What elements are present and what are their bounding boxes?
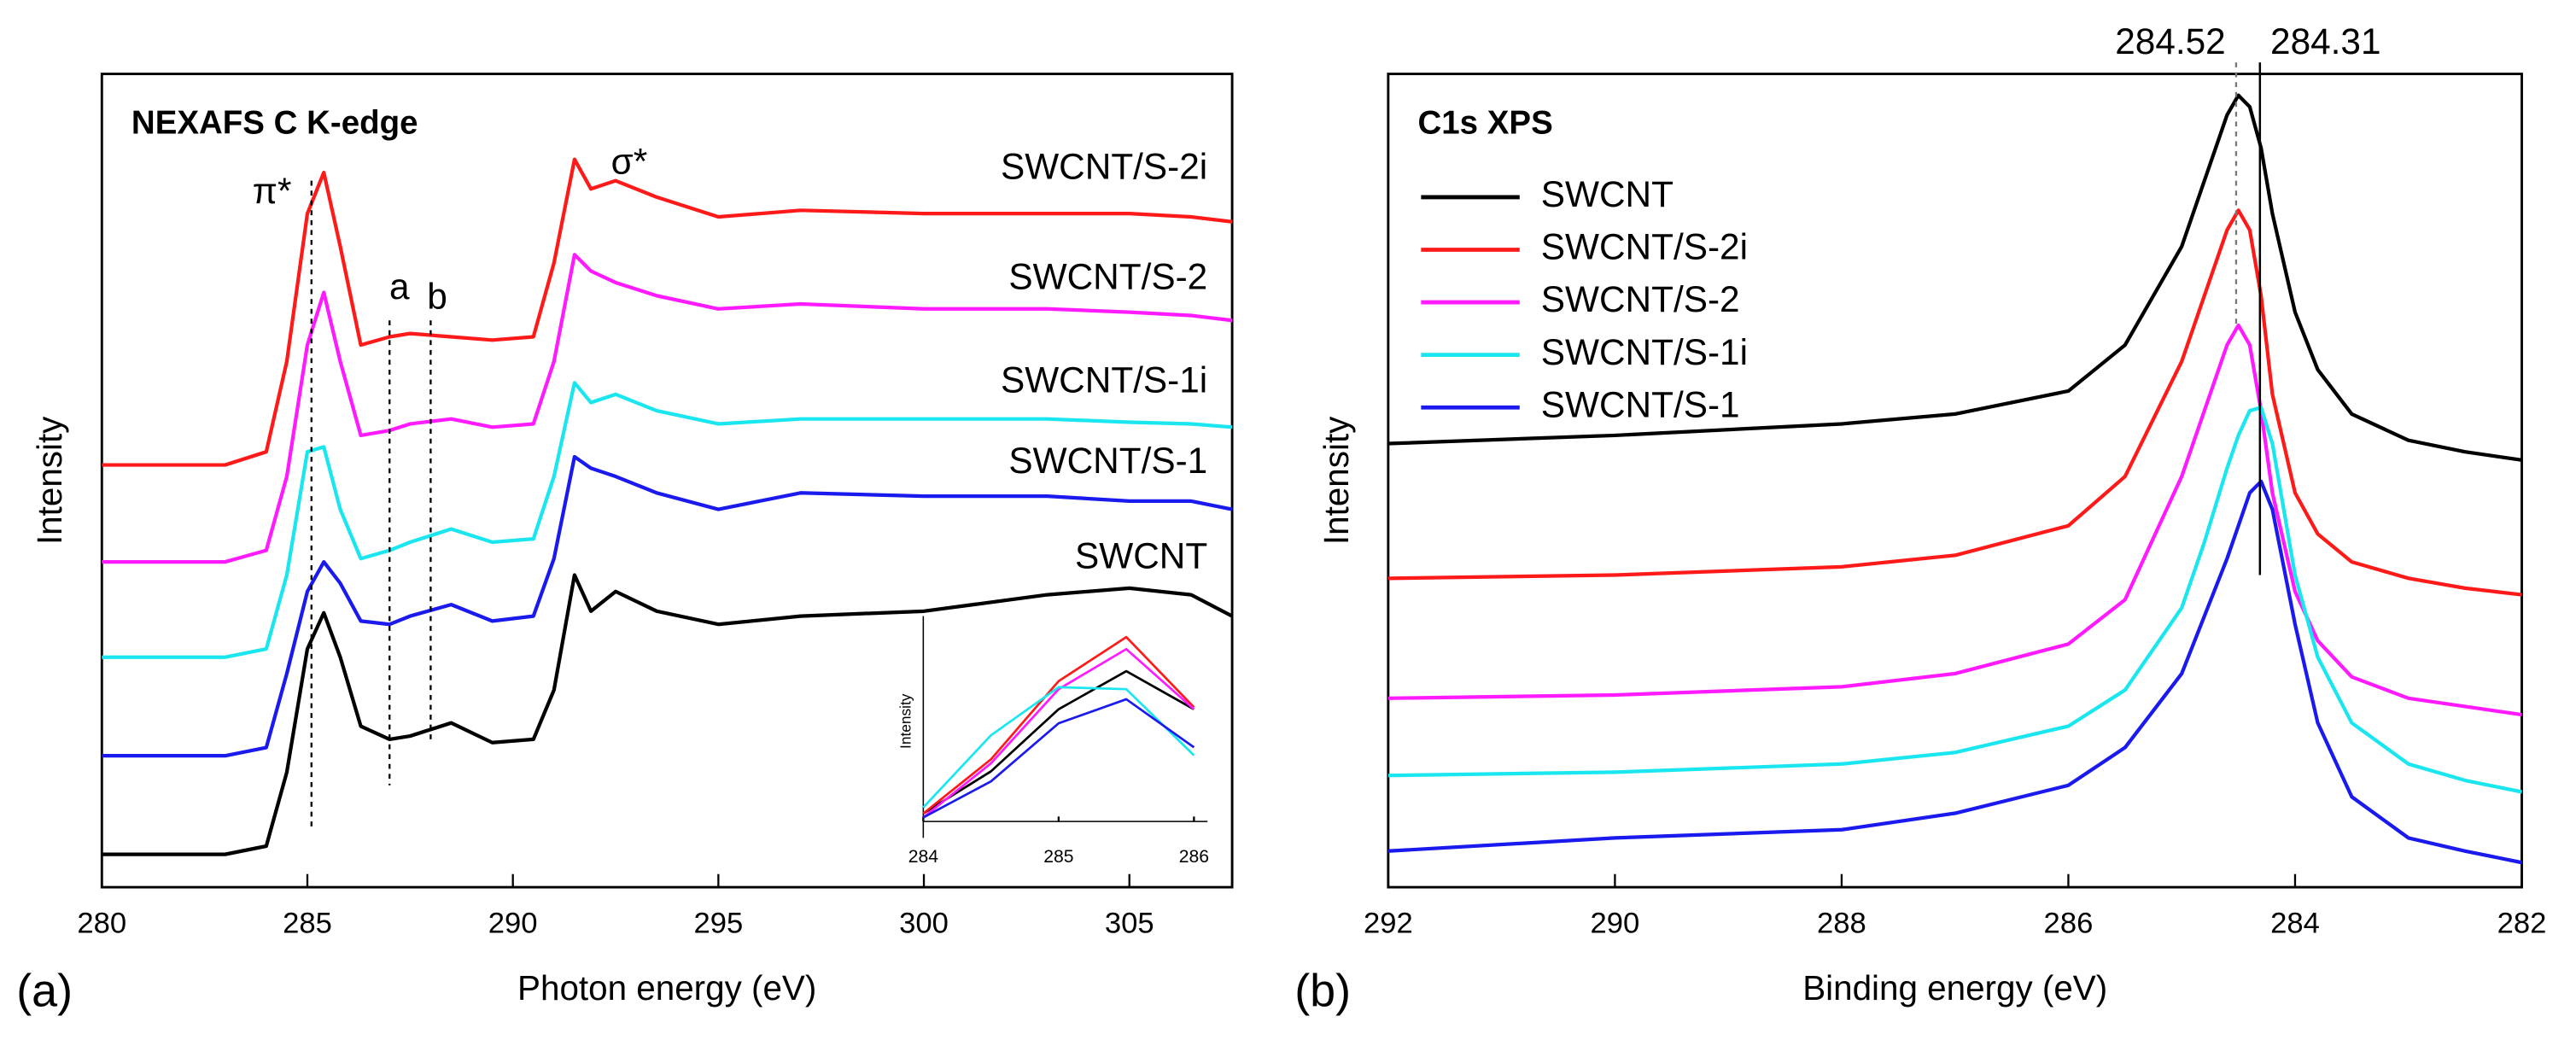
series-label: SWCNT/S-1i [1001,360,1207,400]
x-tick-label: 286 [1179,847,1209,867]
y-axis-label: Intensity [897,693,914,749]
plot-frame [100,73,1234,889]
spectrum-line [102,454,1233,758]
plot-frame [1387,73,2523,889]
x-tick-label: 305 [1105,908,1154,940]
legend-label: SWCNT/S-1i [1541,332,1748,372]
panel-label: (b) [1294,965,1351,1016]
x-tick-label: 284 [2270,908,2320,940]
spectrum-line [1387,323,2522,717]
spectrum-line [922,698,1195,819]
x-tick-label: 288 [1817,908,1866,940]
spectrum-line [102,573,1234,856]
spectrum-line [922,635,1195,815]
chart-title: C1s XPS [1418,104,1553,141]
marker-label: a [389,266,410,307]
x-axis-label: Photon energy (eV) [517,968,816,1008]
x-tick-label: 285 [1043,847,1073,867]
annotation: σ* [611,142,648,182]
spectrum-line [1387,479,2522,865]
x-tick-label: 300 [899,908,949,940]
spectrum-line [102,253,1233,564]
x-tick-label: 290 [488,908,538,940]
series-label: SWCNT/S-1 [1008,441,1207,481]
x-tick-label: 285 [283,908,332,940]
x-tick-label: 280 [77,908,126,940]
legend-label: SWCNT/S-2 [1541,279,1740,319]
spectrum-line [922,686,1195,809]
spectrum-line [1387,406,2522,794]
spectrum-line [922,669,1195,815]
y-axis-label: Intensity [1317,416,1356,545]
legend-label: SWCNT [1541,174,1674,214]
x-tick-label: 284 [908,847,939,867]
spectrum-line [1387,93,2522,462]
panel-label: (a) [16,965,73,1016]
x-tick-label: 282 [2497,908,2547,940]
marker-label: 284.31 [2270,21,2380,61]
spectrum-line [1387,208,2522,597]
marker-label: 284.52 [2115,21,2225,61]
marker-label: b [427,276,447,316]
legend-label: SWCNT/S-1 [1541,384,1740,424]
x-tick-label: 292 [1364,908,1413,940]
x-tick-label: 286 [2044,908,2094,940]
series-label: SWCNT [1075,535,1207,575]
x-tick-label: 295 [693,908,743,940]
marker-label: π* [253,171,292,211]
series-label: SWCNT/S-2i [1001,146,1207,186]
series-label: SWCNT/S-2 [1008,256,1207,296]
x-tick-label: 290 [1591,908,1640,940]
x-axis-label: Binding energy (eV) [1802,968,2107,1008]
spectrum-line [102,157,1233,467]
spectrum-line [922,647,1195,819]
spectrum-line [102,381,1233,659]
y-axis-label: Intensity [30,416,69,545]
chart-title: NEXAFS C K-edge [131,104,418,141]
legend-label: SWCNT/S-2i [1541,227,1748,267]
